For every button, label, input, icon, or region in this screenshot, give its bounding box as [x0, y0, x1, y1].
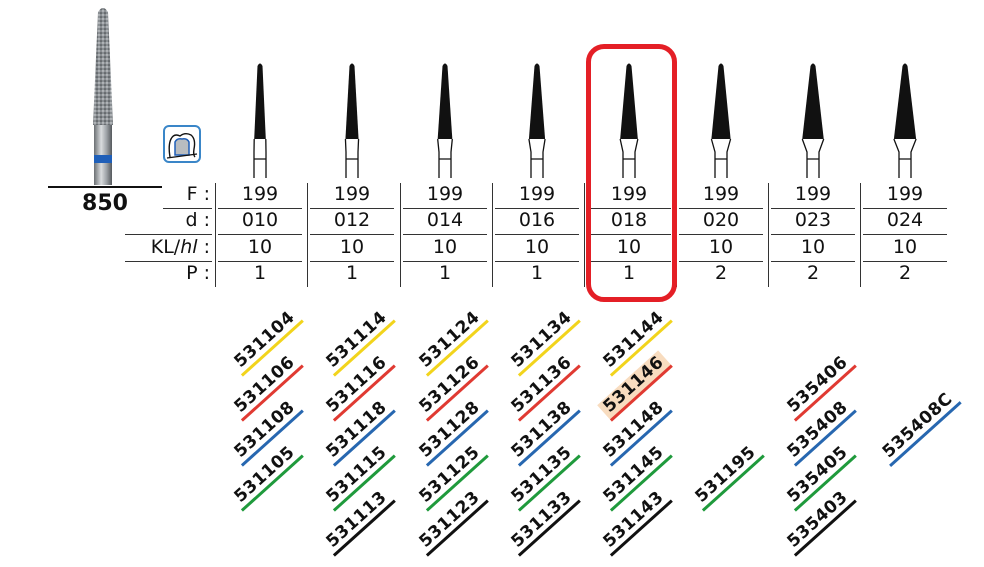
product-bur-photo [93, 8, 113, 185]
row-divider [771, 208, 855, 209]
cell-p: 2 [898, 262, 912, 284]
cell-p: 1 [622, 262, 636, 284]
cell-kl: 10 [432, 236, 458, 258]
cell-p: 1 [253, 262, 267, 284]
row-label-d: d : [185, 209, 210, 231]
row-label-italic: hl [180, 236, 198, 258]
cell-kl: 10 [800, 236, 826, 258]
row-divider [310, 234, 394, 235]
row-divider [218, 208, 302, 209]
row-divider [863, 261, 947, 262]
cell-p: 1 [438, 262, 452, 284]
cell-p: 2 [806, 262, 820, 284]
row-divider [587, 234, 671, 235]
row-divider [495, 234, 579, 235]
cell-f: 199 [702, 183, 740, 205]
cell-kl: 10 [892, 236, 918, 258]
row-divider [218, 234, 302, 235]
row-divider [310, 261, 394, 262]
row-divider [125, 261, 212, 262]
row-divider [771, 261, 855, 262]
row-divider [218, 261, 302, 262]
cell-f: 199 [426, 183, 464, 205]
row-divider [495, 261, 579, 262]
bur-silhouette [801, 63, 825, 178]
crown-preparation-icon [163, 125, 201, 163]
row-divider [679, 261, 763, 262]
cell-f: 199 [241, 183, 279, 205]
cell-kl: 10 [708, 236, 734, 258]
row-divider [587, 261, 671, 262]
row-label-f: F : [186, 183, 210, 205]
cell-d: 023 [794, 209, 832, 231]
column-divider [584, 183, 585, 287]
column-divider [860, 183, 861, 287]
bur-silhouette [437, 63, 453, 178]
cell-f: 199 [518, 183, 556, 205]
row-divider [403, 208, 487, 209]
row-divider [403, 261, 487, 262]
column-divider [492, 183, 493, 287]
cell-d: 014 [426, 209, 464, 231]
row-divider [125, 234, 212, 235]
column-divider [768, 183, 769, 287]
row-divider [495, 208, 579, 209]
row-divider [163, 208, 212, 209]
row-divider [587, 208, 671, 209]
row-divider [679, 208, 763, 209]
row-label-main: KL/ [150, 236, 181, 258]
shank-color-band [94, 155, 112, 163]
row-divider [863, 234, 947, 235]
cell-d: 020 [702, 209, 740, 231]
bur-silhouette [710, 63, 732, 178]
bur-silhouette [253, 63, 267, 178]
row-divider [679, 234, 763, 235]
row-divider [403, 234, 487, 235]
bur-silhouette [528, 63, 546, 178]
cell-kl: 10 [616, 236, 642, 258]
cell-kl: 10 [524, 236, 550, 258]
highlight-selection-box [586, 44, 677, 302]
cell-f: 199 [333, 183, 371, 205]
bur-silhouette [893, 63, 917, 178]
cell-f: 199 [794, 183, 832, 205]
column-divider [307, 183, 308, 287]
cell-d: 010 [241, 209, 279, 231]
row-label-tail: : [197, 236, 210, 258]
cell-p: 1 [530, 262, 544, 284]
row-label-kl: KL/hl : [151, 236, 210, 258]
cell-d: 016 [518, 209, 556, 231]
cell-f: 199 [886, 183, 924, 205]
cell-d: 024 [886, 209, 924, 231]
column-divider [215, 183, 216, 287]
cell-p: 2 [714, 262, 728, 284]
bur-silhouette [619, 63, 639, 178]
row-label-p: P : [186, 262, 210, 284]
row-divider [310, 208, 394, 209]
column-divider [400, 183, 401, 287]
bur-silhouette [344, 63, 360, 178]
cell-d: 012 [333, 209, 371, 231]
cell-d: 018 [610, 209, 648, 231]
cell-p: 1 [345, 262, 359, 284]
row-divider [863, 208, 947, 209]
cell-f: 199 [610, 183, 648, 205]
row-divider [771, 234, 855, 235]
cell-kl: 10 [339, 236, 365, 258]
cell-kl: 10 [247, 236, 273, 258]
model-number: 850 [48, 186, 162, 216]
